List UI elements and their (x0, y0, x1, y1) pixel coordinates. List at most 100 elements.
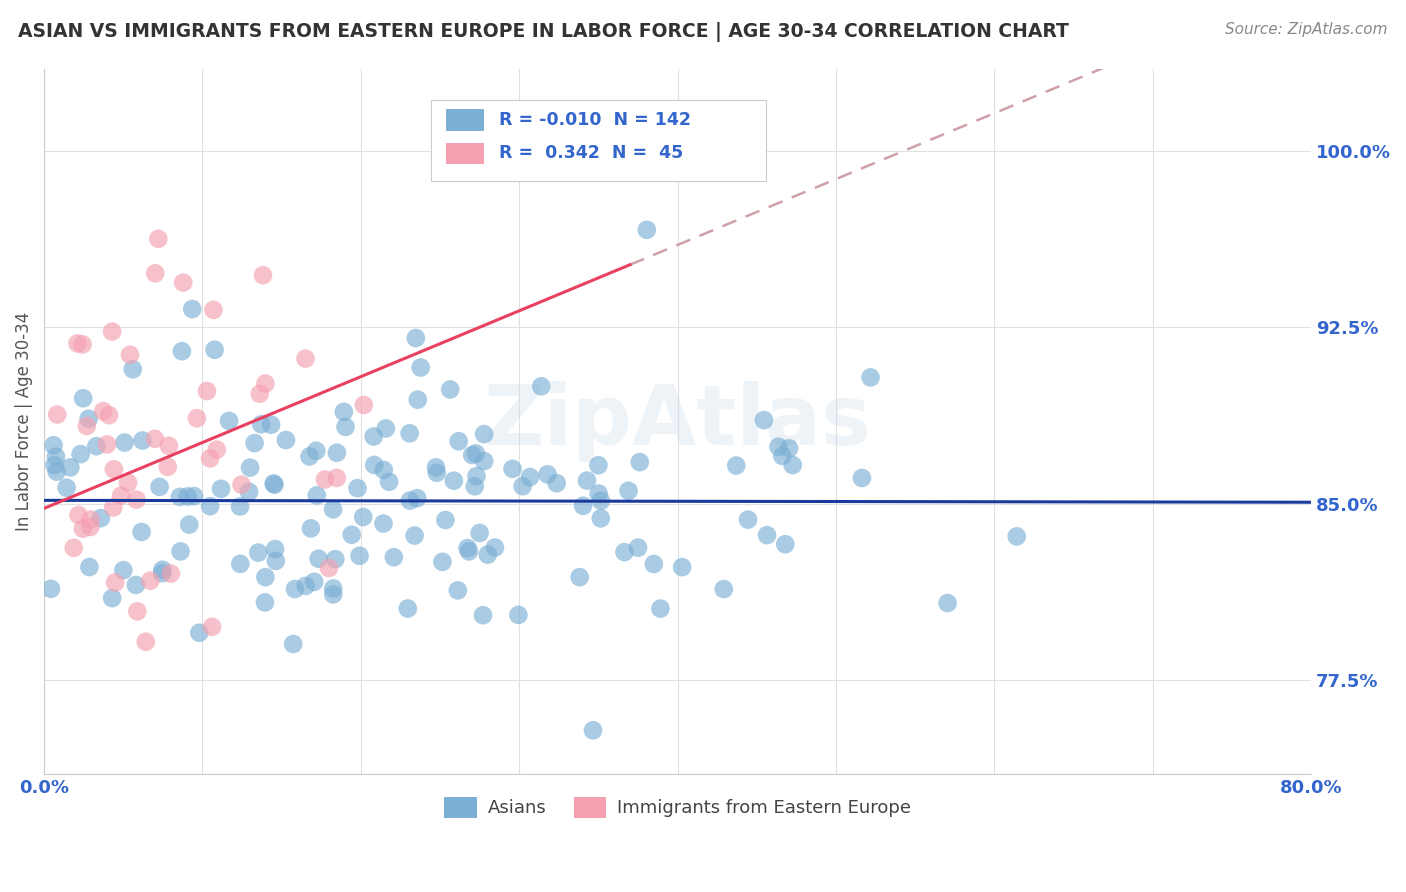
Point (643, 557, 665, 571)
Point (238, 484, 260, 499)
Point (294, 351, 316, 366)
Point (250, 417, 273, 432)
Point (775, 537, 797, 551)
Point (752, 413, 775, 427)
Point (103, 500, 125, 515)
Point (76, 418, 98, 433)
Point (432, 555, 454, 569)
Point (253, 595, 276, 609)
Point (79, 520, 101, 534)
Point (318, 561, 340, 575)
Point (576, 474, 599, 488)
Point (72, 522, 94, 536)
Point (69, 447, 91, 461)
Point (725, 458, 748, 473)
Point (346, 481, 368, 495)
Point (101, 325, 124, 339)
Point (582, 723, 605, 738)
Point (461, 448, 484, 462)
Point (139, 574, 162, 588)
Point (447, 434, 470, 449)
Point (443, 474, 465, 488)
Point (59, 460, 82, 475)
Point (201, 620, 224, 634)
Point (374, 421, 396, 435)
Point (756, 528, 779, 542)
Point (264, 554, 287, 568)
Point (326, 446, 349, 460)
Point (340, 527, 363, 541)
Point (382, 550, 405, 565)
Point (39, 582, 62, 596)
Point (770, 449, 793, 463)
Point (125, 578, 148, 592)
Point (502, 462, 524, 476)
Point (778, 442, 800, 456)
Point (546, 476, 568, 491)
Point (114, 435, 136, 450)
Point (628, 455, 651, 469)
Point (405, 331, 427, 345)
Point (314, 473, 336, 487)
Point (148, 480, 170, 494)
FancyBboxPatch shape (430, 100, 766, 181)
Point (1005, 529, 1028, 543)
Point (186, 411, 208, 425)
Point (323, 552, 346, 566)
Point (45, 465, 67, 479)
Point (434, 513, 457, 527)
Point (55, 481, 77, 495)
Point (457, 541, 479, 555)
Point (464, 446, 486, 460)
Point (363, 429, 385, 443)
Point (294, 579, 316, 593)
Point (589, 511, 612, 525)
Point (322, 582, 344, 596)
Point (308, 551, 330, 566)
Text: ZipAtlas: ZipAtlas (484, 381, 872, 462)
Point (447, 583, 470, 598)
Text: Source: ZipAtlas.com: Source: ZipAtlas.com (1225, 22, 1388, 37)
Point (205, 442, 228, 457)
Point (263, 477, 285, 491)
Point (713, 582, 735, 596)
Point (131, 434, 153, 448)
Point (44, 458, 66, 472)
Point (62, 541, 84, 555)
Point (305, 443, 328, 458)
Point (198, 451, 221, 466)
Point (150, 566, 173, 581)
Point (198, 499, 221, 513)
Point (172, 276, 194, 290)
Point (302, 574, 325, 589)
Point (110, 489, 132, 503)
Point (627, 541, 650, 555)
Point (229, 557, 252, 571)
Point (936, 596, 959, 610)
Point (91, 404, 114, 418)
Point (617, 483, 640, 498)
Point (79, 513, 101, 527)
Point (209, 482, 232, 496)
Point (477, 548, 499, 562)
Point (204, 343, 226, 357)
Point (530, 379, 553, 393)
Point (274, 433, 297, 447)
Point (96, 437, 118, 451)
Point (135, 634, 157, 648)
Y-axis label: In Labor Force | Age 30-34: In Labor Force | Age 30-34 (15, 311, 32, 531)
Point (326, 471, 349, 485)
Point (398, 426, 420, 441)
Point (406, 392, 429, 407)
Point (468, 525, 491, 540)
Point (512, 479, 534, 493)
Point (195, 384, 218, 398)
Point (353, 398, 375, 412)
Point (46, 408, 69, 422)
Point (572, 499, 595, 513)
Point (333, 405, 356, 419)
Point (156, 459, 179, 474)
Point (90, 511, 112, 525)
Point (425, 460, 447, 475)
Point (218, 414, 240, 428)
